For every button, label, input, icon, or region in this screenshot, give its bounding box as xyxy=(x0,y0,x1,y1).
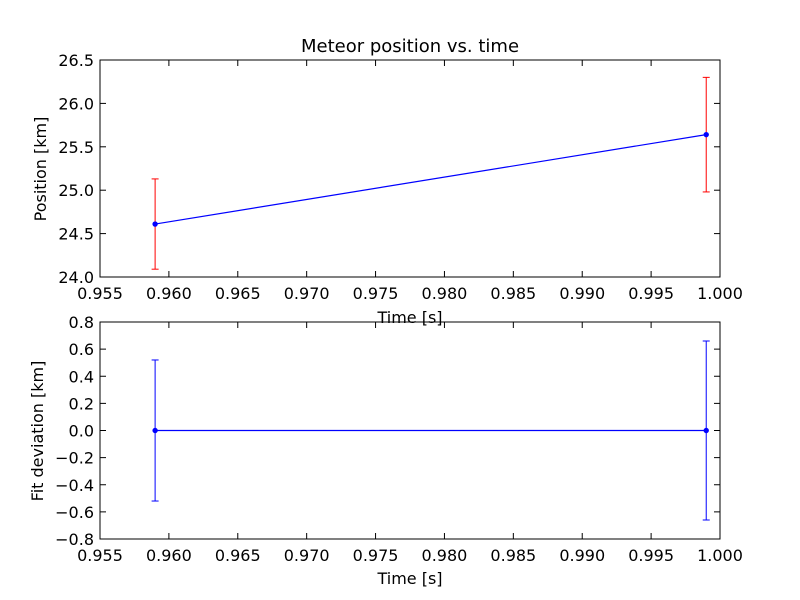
x-tick-label: 0.975 xyxy=(353,546,399,565)
position-chart-ticks: 0.955 0.960 0.965 0.970 0.975 0.980 0.985 0.990… xyxy=(58,51,743,303)
x-tick-label: 0.980 xyxy=(422,284,468,303)
chart-title: Meteor position vs. time xyxy=(301,36,519,57)
y-tick-label: 25.5 xyxy=(58,138,94,157)
x-axis-label: Time [s] xyxy=(376,308,442,327)
x-tick-label: 0.955 xyxy=(77,546,123,565)
y-tick-label: 26.5 xyxy=(58,51,94,70)
y-tick-label: 0.8 xyxy=(69,313,94,332)
x-axis-label: Time [s] xyxy=(376,569,442,588)
y-tick-label: 0.4 xyxy=(69,367,94,386)
data-point xyxy=(703,427,709,434)
y-tick-label: 0.6 xyxy=(69,340,94,359)
y-tick-label: −0.6 xyxy=(55,503,94,522)
y-axis-label: Position [km] xyxy=(31,117,50,222)
position-chart: Meteor position vs. time 0.955 0.960 0.965… xyxy=(31,36,743,327)
x-tick-label: 0.965 xyxy=(215,546,261,565)
y-axis-label: Fit deviation [km] xyxy=(28,361,47,502)
x-tick-label: 0.990 xyxy=(559,284,605,303)
x-tick-label: 0.960 xyxy=(146,284,192,303)
data-point xyxy=(152,427,158,434)
x-tick-label: 0.995 xyxy=(628,284,674,303)
position-chart-marks xyxy=(151,76,710,270)
x-tick-label: 0.960 xyxy=(146,546,192,565)
x-tick-label: 0.990 xyxy=(559,546,605,565)
x-tick-label: 0.965 xyxy=(215,284,261,303)
data-point xyxy=(152,221,158,227)
fit-deviation-chart-ticks: 0.955 0.960 0.965 0.970 0.975 0.980 0.985 0.990… xyxy=(55,313,743,565)
x-tick-label: 0.980 xyxy=(422,546,468,565)
y-tick-label: 24.0 xyxy=(58,268,94,287)
fit-deviation-chart-marks xyxy=(151,340,710,521)
y-tick-label: 24.5 xyxy=(58,225,94,244)
y-tick-label: 25.0 xyxy=(58,181,94,200)
x-tick-label: 0.970 xyxy=(284,546,330,565)
y-tick-label: −0.2 xyxy=(55,449,94,468)
x-tick-label: 0.955 xyxy=(77,284,123,303)
data-point xyxy=(703,131,709,138)
x-tick-label: 1.000 xyxy=(697,546,743,565)
x-tick-label: 1.000 xyxy=(697,284,743,303)
x-tick-label: 0.975 xyxy=(353,284,399,303)
fit-deviation-chart: 0.955 0.960 0.965 0.970 0.975 0.980 0.985 0.990… xyxy=(28,313,743,588)
series-line xyxy=(155,134,707,225)
y-tick-label: 0.0 xyxy=(69,422,94,441)
x-tick-label: 0.970 xyxy=(284,284,330,303)
position-plot-frame xyxy=(99,59,721,278)
y-tick-label: 26.0 xyxy=(58,94,94,113)
y-tick-label: 0.2 xyxy=(69,394,94,413)
x-tick-label: 0.995 xyxy=(628,546,674,565)
x-tick-label: 0.985 xyxy=(490,284,536,303)
y-tick-label: −0.8 xyxy=(55,530,94,549)
y-tick-label: −0.4 xyxy=(55,476,94,495)
x-tick-label: 0.985 xyxy=(490,546,536,565)
